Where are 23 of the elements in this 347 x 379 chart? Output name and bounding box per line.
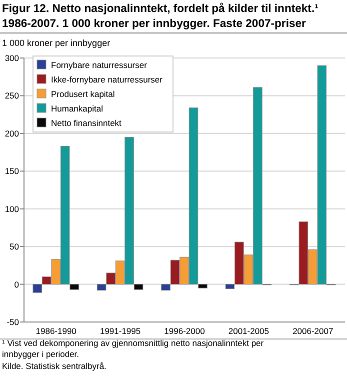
x-tick-label: 1991-1995 <box>100 326 141 336</box>
legend-label: Produsert kapital <box>51 89 115 99</box>
legend-label: Humankapital <box>51 104 104 114</box>
x-tick-label: 1996-2000 <box>164 326 206 336</box>
y-tick-label: 150 <box>4 166 20 176</box>
x-tick-label: 2001-2005 <box>228 326 270 336</box>
y-tick-label: 50 <box>10 242 20 252</box>
x-tick-label: 1986-1990 <box>36 326 77 336</box>
text: ¹ Vist ved dekomponering av gjennomsnittlig netto nasjonalinntekt per innbygger i perioder. <box>2 338 264 359</box>
y-tick-label: 250 <box>4 90 20 101</box>
chart-subtitle: 1986-2007. 1 000 kroner per innbygger. Faste 2007-priser <box>2 18 307 30</box>
y-tick-label: -50 <box>6 317 20 327</box>
chart-title: Figur 12. Netto nasjonalinntekt, fordelt på kilder til inntekt.¹ <box>2 2 319 15</box>
legend-label: Ikke-fornybare naturressurser <box>51 74 163 84</box>
legend-label: Fornybare naturressurser <box>51 60 148 70</box>
legend-label: Netto finansinntekt <box>51 118 122 128</box>
y-tick-label: 300 <box>4 53 20 63</box>
text: Kilde. Statistisk sentralbyrå. <box>2 361 106 371</box>
y-tick-label: 100 <box>4 204 20 214</box>
y-axis-title: 1 000 kroner per innbygger <box>2 38 110 48</box>
x-tick-label: 2006-2007 <box>292 326 334 336</box>
y-tick-label: 0 <box>14 279 20 290</box>
y-tick-label: 200 <box>4 128 20 138</box>
